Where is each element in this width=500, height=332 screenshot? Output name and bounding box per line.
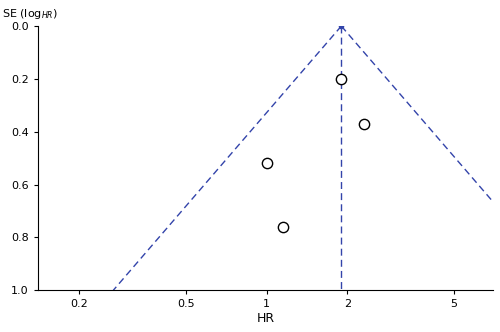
Point xyxy=(360,121,368,126)
Text: SE (log$_{HR}$): SE (log$_{HR}$) xyxy=(2,7,58,21)
X-axis label: HR: HR xyxy=(256,312,274,325)
Point xyxy=(262,161,270,166)
Point xyxy=(279,224,287,229)
Point xyxy=(338,76,345,82)
